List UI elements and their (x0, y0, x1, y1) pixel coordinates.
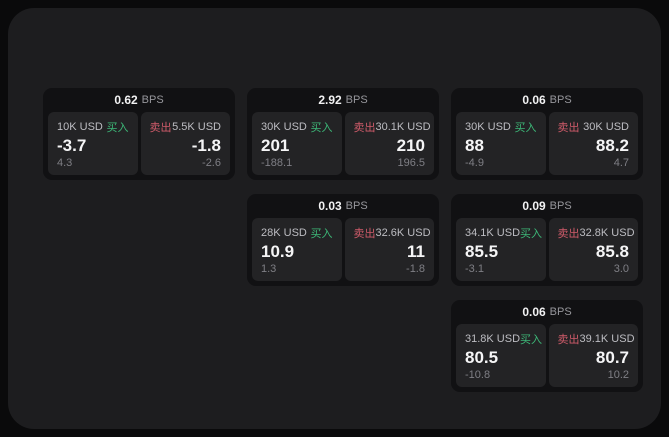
sell-amount-label: 32.8K USD (579, 227, 635, 239)
quotes-grid: 0.62 BPS 10K USD 买入 -3.7 4.3 卖出 5.5K USD (43, 88, 643, 392)
bps-header: 0.03 BPS (252, 194, 434, 218)
bps-unit-label: BPS (549, 94, 572, 106)
sell-side-label: 卖出 (557, 334, 580, 346)
sell-side-label: 卖出 (557, 122, 580, 134)
quote-card: 0.06 BPS 30K USD 买入 88 -4.9 卖出 30K USD (451, 88, 643, 180)
sell-side-label: 卖出 (557, 228, 580, 240)
buy-side-label: 买入 (520, 334, 543, 346)
bps-unit-label: BPS (345, 94, 368, 106)
sell-price: 80.7 (595, 347, 629, 367)
sell-amount-label: 30K USD (583, 121, 629, 133)
sell-panel[interactable]: 卖出 32.8K USD 85.8 3.0 (548, 218, 638, 281)
sell-price: -1.8 (191, 135, 221, 155)
main-panel: 0.62 BPS 10K USD 买入 -3.7 4.3 卖出 5.5K USD (8, 8, 661, 429)
bps-value: 0.03 (318, 199, 342, 213)
buy-side-label: 买入 (310, 228, 333, 240)
buy-panel[interactable]: 34.1K USD 买入 85.5 -3.1 (456, 218, 546, 281)
quote-card: 2.92 BPS 30K USD 买入 201 -188.1 卖出 30.1K … (247, 88, 439, 180)
buy-change: 1.3 (261, 263, 277, 275)
sell-change: 3.0 (613, 263, 629, 275)
sell-side-label: 卖出 (353, 122, 376, 134)
bps-unit-label: BPS (345, 200, 368, 212)
buy-panel[interactable]: 31.8K USD 买入 80.5 -10.8 (456, 324, 546, 387)
buy-amount-label: 31.8K USD (465, 333, 521, 345)
sell-change: 196.5 (397, 157, 425, 169)
sell-change: -1.8 (406, 263, 425, 275)
quote-card: 0.09 BPS 34.1K USD 买入 85.5 -3.1 卖出 32.8K… (451, 194, 643, 286)
sell-price: 210 (396, 135, 425, 155)
sell-price: 11 (407, 241, 425, 261)
quote-card: 0.03 BPS 28K USD 买入 10.9 1.3 卖出 32.6K US… (247, 194, 439, 286)
quote-card: 0.06 BPS 31.8K USD 买入 80.5 -10.8 卖出 39.1… (451, 300, 643, 392)
sell-panel[interactable]: 卖出 30.1K USD 210 196.5 (344, 112, 434, 175)
sell-price: 88.2 (595, 135, 629, 155)
sell-change: 10.2 (607, 369, 629, 381)
sell-amount-label: 5.5K USD (172, 121, 221, 133)
buy-change: -3.1 (465, 263, 484, 275)
bps-value: 0.09 (522, 199, 546, 213)
sell-side-label: 卖出 (149, 122, 172, 134)
bps-unit-label: BPS (549, 306, 572, 318)
sell-panel[interactable]: 卖出 5.5K USD -1.8 -2.6 (140, 112, 230, 175)
buy-change: 4.3 (57, 157, 73, 169)
sell-price: 85.8 (595, 241, 629, 261)
bps-header: 0.06 BPS (456, 88, 638, 112)
sell-panel[interactable]: 卖出 30K USD 88.2 4.7 (548, 112, 638, 175)
buy-panel[interactable]: 30K USD 买入 88 -4.9 (456, 112, 546, 175)
sell-amount-label: 32.6K USD (375, 227, 431, 239)
buy-panel[interactable]: 10K USD 买入 -3.7 4.3 (48, 112, 138, 175)
bps-value: 0.06 (522, 93, 546, 107)
sell-change: 4.7 (613, 157, 629, 169)
bps-value: 0.62 (114, 93, 138, 107)
buy-price: 80.5 (465, 347, 499, 367)
buy-side-label: 买入 (310, 122, 333, 134)
buy-price: 201 (261, 135, 290, 155)
bps-header: 0.62 BPS (48, 88, 230, 112)
buy-side-label: 买入 (520, 228, 543, 240)
sell-panel[interactable]: 卖出 39.1K USD 80.7 10.2 (548, 324, 638, 387)
bps-value: 0.06 (522, 305, 546, 319)
buy-change: -10.8 (465, 369, 491, 381)
bps-header: 0.09 BPS (456, 194, 638, 218)
bps-unit-label: BPS (549, 200, 572, 212)
bps-value: 2.92 (318, 93, 342, 107)
bps-header: 0.06 BPS (456, 300, 638, 324)
buy-amount-label: 34.1K USD (465, 227, 521, 239)
buy-panel[interactable]: 28K USD 买入 10.9 1.3 (252, 218, 342, 281)
buy-amount-label: 30K USD (261, 121, 307, 133)
buy-side-label: 买入 (514, 122, 537, 134)
sell-side-label: 卖出 (353, 228, 376, 240)
bps-header: 2.92 BPS (252, 88, 434, 112)
buy-amount-label: 10K USD (57, 121, 103, 133)
buy-price: 88 (465, 135, 484, 155)
buy-price: 10.9 (261, 241, 295, 261)
sell-amount-label: 39.1K USD (579, 333, 635, 345)
buy-panel[interactable]: 30K USD 买入 201 -188.1 (252, 112, 342, 175)
quote-card: 0.62 BPS 10K USD 买入 -3.7 4.3 卖出 5.5K USD (43, 88, 235, 180)
bps-unit-label: BPS (141, 94, 164, 106)
buy-change: -188.1 (261, 157, 293, 169)
buy-amount-label: 30K USD (465, 121, 511, 133)
buy-side-label: 买入 (106, 122, 129, 134)
sell-amount-label: 30.1K USD (375, 121, 431, 133)
buy-price: 85.5 (465, 241, 499, 261)
buy-change: -4.9 (465, 157, 484, 169)
buy-amount-label: 28K USD (261, 227, 307, 239)
buy-price: -3.7 (57, 135, 87, 155)
sell-change: -2.6 (202, 157, 221, 169)
sell-panel[interactable]: 卖出 32.6K USD 11 -1.8 (344, 218, 434, 281)
